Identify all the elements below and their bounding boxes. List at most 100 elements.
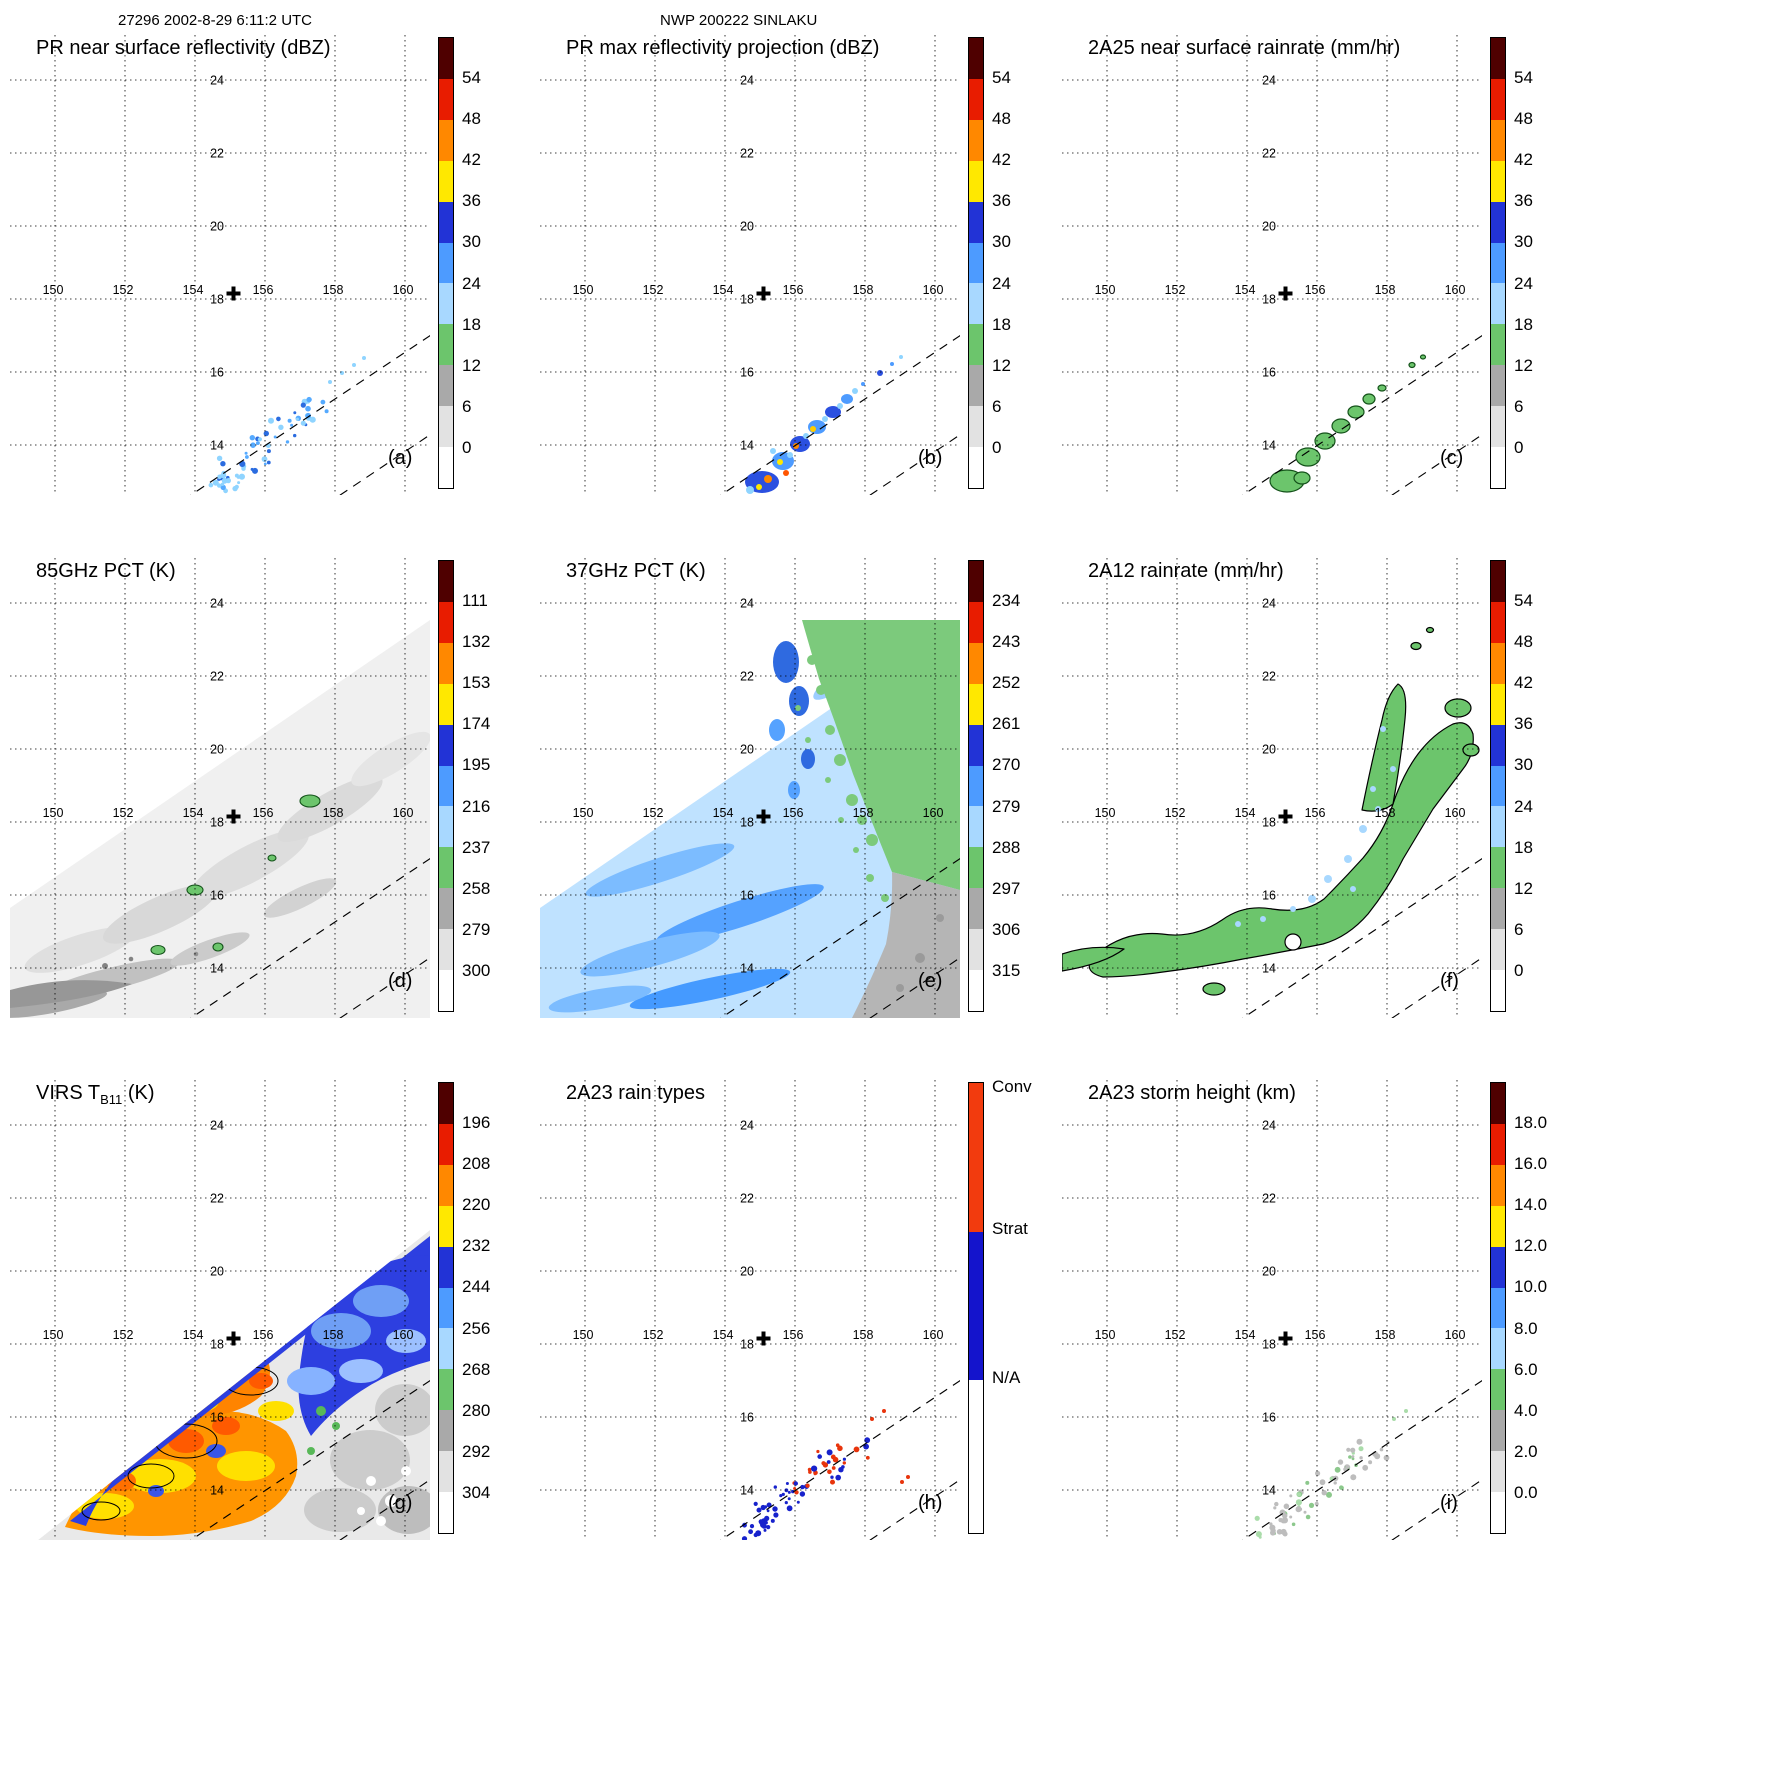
data-speckle [900,1480,904,1484]
data-speckle [324,409,329,414]
map-c: 150 152 154 156 158 160 24 22 20 18 16 14 [1062,35,1482,495]
lon-label: 154 [1235,806,1256,820]
colorbar-bar [1490,560,1506,1012]
colorbar-tick-label: 288 [992,837,1021,857]
data-speckle [263,462,267,466]
data-speckle [870,1417,874,1421]
lat-label: 22 [1262,670,1276,684]
data-speckle [770,1518,775,1523]
lat-label: 14 [740,962,754,976]
colorbar-segment [969,38,983,79]
colorbar-segment [439,283,453,325]
colorbar-segment [969,201,983,243]
colorbar-tick-label: 18 [992,314,1011,334]
lon-label: 156 [253,1328,274,1342]
colorbar-segment [439,1410,453,1452]
colorbar-segment [1491,447,1505,488]
data-speckle [220,461,226,467]
data-speckle [293,433,297,438]
colorbar-tick-label: 12 [462,355,481,375]
colorbar-segment [439,1451,453,1493]
colorbar-segment [969,1380,983,1533]
data-speckle [827,1469,832,1475]
colorbar-tick-label: 42 [1514,150,1533,170]
swath-edge-line [720,858,960,1018]
swath-edge-line [1242,1380,1482,1540]
colorbar-tick-label: 42 [1514,673,1533,693]
data-speckle [216,455,223,461]
panel-title-d: 85GHz PCT (K) [36,560,176,582]
data-speckle [1362,1464,1369,1471]
colorbar-segment [439,847,453,889]
colorbar-tick-label: 54 [462,68,481,88]
data-speckle [1315,1470,1321,1476]
lat-label: 20 [210,220,224,234]
colorbar-segment [439,970,453,1011]
map-grid-e: 150 152 154 156 158 160 24 22 20 18 16 14 [540,558,960,1018]
lon-label: 154 [713,1328,734,1342]
data-speckle [1278,1517,1283,1523]
map-grid-a: 150 152 154 156 158 160 24 22 20 18 16 14 [10,35,430,495]
colorbar-tick-label: 270 [992,755,1021,775]
lat-label: 16 [210,889,224,903]
colorbar-segment [969,1231,983,1380]
lat-label: 24 [210,74,224,88]
colorbar-segment [1491,1205,1505,1247]
data-speckle [1348,1455,1352,1459]
colorbar-tick-label: 6 [462,396,472,416]
data-speckle [287,418,292,423]
lat-label: 18 [1262,293,1276,307]
data-speckle [796,1500,800,1504]
data-speckle [238,473,245,480]
colorbar-tick-label: 0 [1514,960,1524,980]
colorbar-tick-label: 153 [462,673,491,693]
data-layer-b [745,355,903,494]
colorbar-bar [438,1082,454,1534]
lon-label: 158 [853,1328,874,1342]
lon-label: 154 [183,1328,204,1342]
data-speckle [244,451,248,455]
data-speckle [766,1509,770,1513]
panel-title-g: VIRS TB11 (K) [36,1082,154,1107]
colorbar-tick-label: 297 [992,878,1021,898]
panel-f: 150 152 154 156 158 160 24 22 20 18 16 14 2A12 rain… [1062,558,1592,1024]
colorbar-segment [969,806,983,848]
lon-label: 156 [783,283,804,297]
storm-center-cross [1278,809,1293,824]
data-speckle [256,441,260,445]
data-speckle [1282,1513,1288,1519]
colorbar-tick-label: 8.0 [1514,1318,1538,1338]
lat-label: 14 [210,1484,224,1498]
colorbar-segment [439,1083,453,1124]
data-speckle [1383,1454,1390,1461]
colorbar-tick-label: 16.0 [1514,1154,1548,1174]
data-speckle [236,475,240,479]
data-speckle [273,435,277,439]
lon-label: 150 [573,806,594,820]
colorbar-segment [1491,1410,1505,1452]
data-speckle [276,416,281,422]
data-speckle [773,1485,777,1489]
colorbar-tick-label: 243 [992,632,1021,652]
data-speckle [1281,1517,1288,1524]
colorbar-segment [969,929,983,971]
colorbar-segment [1491,365,1505,407]
swath-edge-line [1242,858,1482,1018]
storm-center-cross [1278,1331,1293,1346]
panel-title-h: 2A23 rain types [566,1082,705,1104]
data-speckle [278,424,284,430]
colorbar-tick-label: 30 [1514,232,1533,252]
colorbar-segment [1491,1492,1505,1533]
lon-label: 152 [113,1328,134,1342]
colorbar-tick-label: 30 [1514,755,1533,775]
data-speckle [813,1472,817,1476]
colorbar-tick-label: 10.0 [1514,1277,1548,1297]
colorbar-tick-label: 195 [462,755,491,775]
colorbar-a: 54 48 42 36 30 24 18 12 6 0 [438,37,481,489]
data-speckle [1314,1501,1319,1506]
colorbar-segment [439,561,453,602]
colorbar-bar [968,560,984,1012]
swath-edge-line [720,1380,960,1540]
lon-label: 154 [713,806,734,820]
data-speckle [1298,1507,1303,1511]
